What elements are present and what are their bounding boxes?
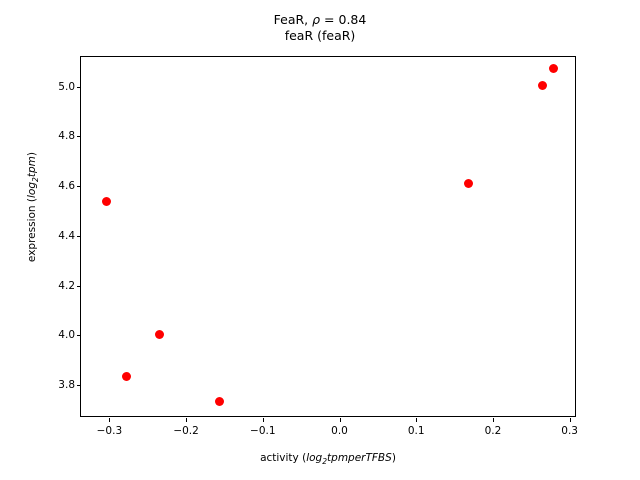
x-axis-tick-label: 0.1 [407, 425, 425, 437]
data-point [549, 64, 559, 74]
x-axis-tick [186, 418, 188, 422]
x-axis-label: activity (log2tpmperTFBS) [80, 452, 576, 466]
y-axis-tick-label: 4.2 [58, 279, 75, 292]
y-axis-label: expression (log2tpm) [26, 77, 40, 337]
data-point-layer [81, 57, 575, 416]
plot-axes: −0.3 −0.2 −0.1 0.0 0.1 0.2 0.3 3.8 4.0 4.2 4.4 4.6 4… [58, 56, 578, 437]
data-point [538, 81, 548, 91]
y-axis-tick [77, 385, 81, 387]
data-point [154, 329, 164, 339]
x-axis-label-math-log: log [306, 452, 323, 464]
x-axis-label-text: activity ( [260, 452, 307, 464]
title-prefix: FeaR, [273, 12, 313, 27]
y-axis-label-math-subscript: 2 [31, 177, 41, 182]
y-axis-tick-label: 4.4 [58, 229, 75, 242]
y-axis-tick-label: 3.8 [58, 379, 75, 392]
x-axis-tick [569, 418, 571, 422]
x-axis-label-math-unit: tpmperTFBS [327, 452, 392, 464]
y-axis-tick [77, 285, 81, 287]
x-axis-tick-label: −0.3 [96, 425, 123, 437]
y-axis-tick [77, 186, 81, 188]
chart-title-block: FeaR, ρ = 0.84 feaR (feaR) [0, 12, 640, 44]
x-axis-tick-label: −0.1 [250, 425, 276, 437]
x-axis-tick-label: 0.0 [331, 425, 348, 437]
y-axis-label-math-unit: tpm [25, 156, 38, 178]
y-axis-tick-label: 5.0 [58, 80, 75, 93]
y-axis-tick-label: 4.6 [58, 180, 75, 193]
chart-title: FeaR, ρ = 0.84 [0, 12, 640, 28]
data-point [121, 372, 131, 382]
x-axis-tick-label: 0.3 [561, 425, 578, 437]
y-axis-tick [77, 86, 81, 88]
y-axis-label-math-log: log [25, 181, 38, 198]
data-point [101, 197, 111, 207]
title-suffix: = 0.84 [320, 12, 367, 27]
y-axis-tick [77, 235, 81, 237]
y-axis-tick [77, 136, 81, 138]
x-axis-tick-label: −0.2 [173, 425, 199, 437]
title-rho-symbol: ρ [312, 12, 321, 27]
x-axis-tick [262, 418, 264, 422]
y-axis-tick [77, 335, 81, 337]
x-axis-tick [109, 418, 111, 422]
x-axis-tick [339, 418, 341, 422]
data-point [463, 178, 473, 188]
x-axis-tick [416, 418, 418, 422]
x-axis-tick [492, 418, 494, 422]
y-axis-label-text: expression ( [25, 197, 38, 263]
data-point [214, 396, 224, 406]
y-axis-tick-label: 4.8 [58, 130, 75, 143]
chart-subtitle: feaR (feaR) [284, 28, 356, 43]
y-axis-tick-label: 4.0 [58, 329, 75, 342]
x-axis-label-close-paren: ) [391, 452, 396, 464]
x-axis-label-math-subscript: 2 [322, 457, 328, 467]
x-axis-tick-label: 0.2 [484, 425, 502, 437]
y-axis-label-close-paren: ) [25, 152, 38, 157]
